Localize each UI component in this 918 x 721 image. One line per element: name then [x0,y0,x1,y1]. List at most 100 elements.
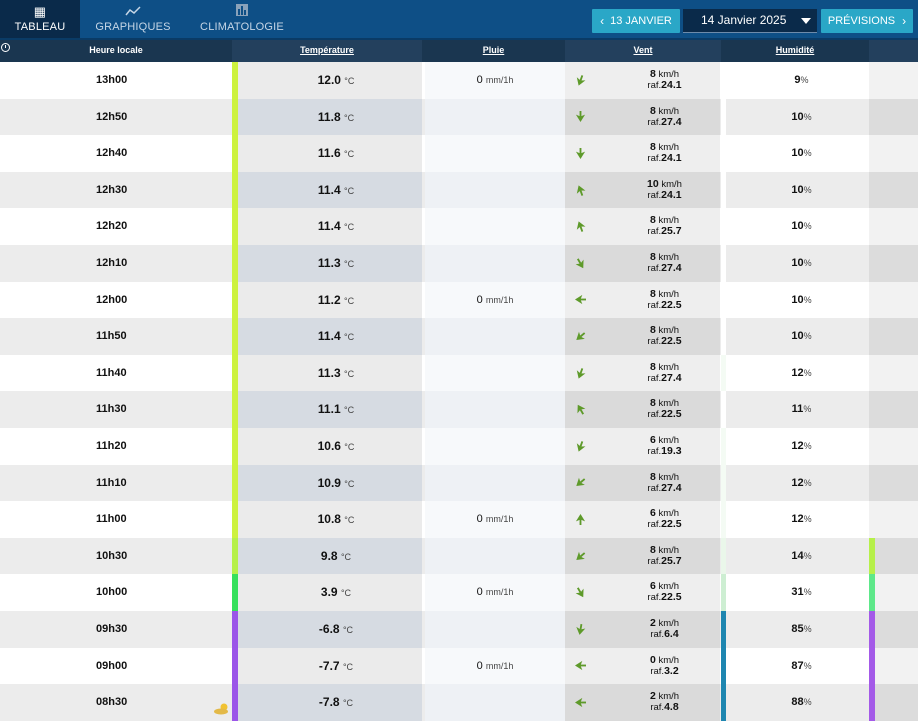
temperature-value: 12.0 [317,73,341,87]
row-wind: 2 km/h raf.6.4 [595,610,720,648]
extra-color-bar [869,427,875,465]
row-wind-direction [565,208,595,245]
header-extra [869,40,918,62]
row-wind-direction [565,281,595,319]
header-wind[interactable]: Vent [565,40,721,62]
tab-tableau[interactable]: ▦ TABLEAU [0,0,80,38]
temperature-color-bar [232,98,238,136]
header-temperature[interactable]: Température [232,40,422,62]
time-value: 11h20 [96,439,127,452]
wind-direction-arrow-icon [575,551,585,560]
header-humidity[interactable]: Humidité [775,45,815,55]
row-temperature: 11.3 °C [238,354,422,392]
time-value: 12h40 [96,147,128,160]
row-humidity: 11% [726,391,869,428]
row-time: 12h40 [0,135,232,172]
humidity-value: 10 [791,256,804,269]
extra-color-bar [869,574,875,611]
wind-speed-value: 2 [649,690,656,703]
humidity-value: 10 [791,147,804,160]
row-wind: 8 km/h raf.25.7 [595,208,720,245]
row-wind: 6 km/h raf.22.5 [595,501,720,538]
date-value: 14 Janvier 2025 [701,13,787,27]
temperature-unit: °C [344,441,355,452]
row-humidity: 12% [726,355,869,392]
wind-speed-value: 8 [649,397,656,410]
humidity-unit: % [803,514,812,525]
time-value: 10h30 [96,549,128,562]
gust-value: 22.5 [661,518,682,531]
table-row: 13h00 12.0 °C 0 mm/1h 8 km/h raf.24.1 9% [0,62,918,99]
gust-prefix: raf. [650,702,665,714]
row-time: 08h30 [0,684,232,721]
wind-speed-value: 8 [649,104,656,117]
row-rain [425,610,565,648]
previous-day-button[interactable]: ‹ 13 JANVIER [592,9,680,33]
row-rain [425,244,565,282]
gust-value: 27.4 [661,261,682,274]
gust-prefix: raf. [647,445,662,457]
tab-climatologie[interactable]: CLIMATOLOGIE [196,0,288,38]
header-rain[interactable]: Pluie [482,45,505,55]
wind-speed-value: 6 [649,507,656,520]
table-row: 10h30 9.8 °C 8 km/h raf.25.7 14% [0,537,918,575]
temperature-value: 11.4 [317,219,341,234]
tab-graphiques[interactable]: GRAPHIQUES [92,0,174,38]
humidity-color-bar [721,208,726,245]
table-row: 09h00 -7.7 °C 0 mm/1h 0 km/h raf.3.2 87% [0,647,918,685]
humidity-color-bar [721,244,726,282]
table-row: 11h00 10.8 °C 0 mm/1h 6 km/h raf.22.5 12% [0,501,918,538]
wind-direction-arrow-icon [576,184,585,196]
row-rain [425,208,565,245]
humidity-unit: % [803,623,812,634]
previous-day-label: 13 JANVIER [610,15,672,27]
forecast-button[interactable]: PRÉVISIONS › [821,9,913,33]
wind-speed-value: 8 [649,470,656,483]
row-rain: 0 mm/1h [425,574,565,611]
humidity-unit: % [803,404,812,415]
time-value: 12h50 [96,110,128,123]
row-extra [875,647,918,685]
humidity-color-bar [721,427,726,465]
row-time: 12h50 [0,99,232,136]
extra-color-bar [869,537,875,575]
row-wind: 6 km/h raf.19.3 [595,427,720,465]
row-rain: 0 mm/1h [425,501,565,538]
row-wind: 8 km/h raf.24.1 [595,135,720,172]
humidity-value: 31 [791,586,804,599]
row-wind-direction [565,647,595,685]
row-rain [425,354,565,392]
humidity-value: 87 [791,659,804,672]
temperature-unit: °C [342,624,354,635]
wind-direction-arrow-icon [576,74,585,86]
wind-direction-arrow-icon [575,623,585,635]
table-row: 11h20 10.6 °C 6 km/h raf.19.3 12% [0,427,918,465]
row-temperature: 9.8 °C [238,537,422,575]
gust-value: 25.7 [661,554,682,567]
row-humidity: 10% [726,245,869,282]
wind-unit: km/h [658,581,680,593]
temperature-color-bar [232,391,238,428]
date-select[interactable]: 14 Janvier 2025 [683,9,817,33]
time-value: 11h40 [96,366,127,379]
humidity-color-bar [721,98,726,136]
gust-prefix: raf. [647,299,662,311]
wind-direction-arrow-icon [576,440,585,452]
humidity-color-bar [721,610,726,648]
gust-prefix: raf. [650,628,665,640]
table-icon: ▦ [33,4,47,19]
row-extra [875,244,918,282]
row-time: 13h00 [0,62,232,99]
temperature-unit: °C [343,258,355,269]
header-time: Heure locale [89,45,143,55]
temperature-color-bar [232,62,238,99]
row-time: 11h10 [0,465,232,502]
row-temperature: -6.8 °C [238,610,422,648]
wind-unit: km/h [658,105,680,117]
row-humidity: 10% [726,135,869,172]
temperature-value: 10.9 [317,475,341,490]
row-rain: 0 mm/1h [425,62,565,99]
temperature-color-bar [232,501,238,538]
row-extra [875,537,918,575]
row-humidity: 31% [726,574,869,611]
